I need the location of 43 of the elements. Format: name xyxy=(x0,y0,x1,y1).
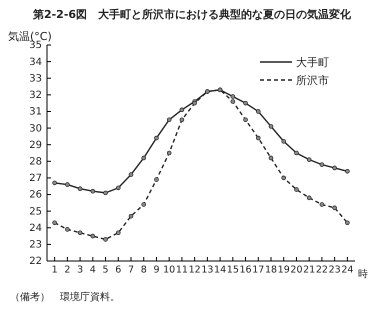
y-tick-label: 31 xyxy=(29,106,42,118)
y-tick-label: 29 xyxy=(29,140,42,151)
y-tick-label: 23 xyxy=(29,240,42,251)
x-tick-label: 20 xyxy=(290,264,302,276)
x-tick-label: 7 xyxy=(128,264,134,276)
x-tick-label: 10 xyxy=(163,264,176,276)
y-tick-label: 34 xyxy=(29,56,42,68)
x-tick-label: 1 xyxy=(52,264,58,276)
x-tick-label: 24 xyxy=(341,264,354,276)
x-tick-label: 6 xyxy=(115,264,122,276)
x-tick-label: 11 xyxy=(176,264,188,276)
x-tick-label: 18 xyxy=(264,264,278,276)
x-tick-label: 17 xyxy=(252,264,264,276)
x-tick-label: 15 xyxy=(226,264,239,276)
x-tick-label: 2 xyxy=(64,264,70,276)
x-tick-label: 4 xyxy=(90,264,96,276)
y-tick-label: 35 xyxy=(29,40,42,52)
x-tick-label: 12 xyxy=(188,264,201,276)
x-tick-label: 8 xyxy=(140,264,147,276)
x-tick-label: 19 xyxy=(278,264,290,276)
chart-title: 第2-2-6図 大手町と所沢市における典型的な夏の日の気温変化 xyxy=(32,8,352,21)
x-tick-label: 14 xyxy=(214,264,226,276)
y-tick-label: 26 xyxy=(29,190,42,201)
x-tick-label: 23 xyxy=(328,264,341,276)
y-tick-label: 33 xyxy=(29,73,42,84)
x-tick-label: 13 xyxy=(201,264,214,276)
y-tick-label: 28 xyxy=(29,156,42,168)
y-tick-label: 24 xyxy=(29,222,42,234)
x-tick-label: 3 xyxy=(77,264,84,276)
y-tick-label: 30 xyxy=(29,123,42,134)
legend-label: 大手町 xyxy=(296,56,329,69)
x-axis-title: 時 xyxy=(358,268,368,280)
x-tick-label: 9 xyxy=(153,264,160,276)
y-tick-label: 32 xyxy=(29,90,42,102)
y-tick-label: 25 xyxy=(29,206,42,218)
legend-label: 所沢市 xyxy=(296,74,329,87)
x-tick-label: 16 xyxy=(240,264,252,276)
x-tick-label: 22 xyxy=(316,264,328,276)
y-tick-label: 27 xyxy=(29,173,42,184)
text: （備考） 環境庁資料。 xyxy=(10,291,120,303)
x-tick-label: 21 xyxy=(303,264,316,276)
y-tick-label: 22 xyxy=(29,256,42,268)
x-tick-label: 5 xyxy=(102,264,109,276)
